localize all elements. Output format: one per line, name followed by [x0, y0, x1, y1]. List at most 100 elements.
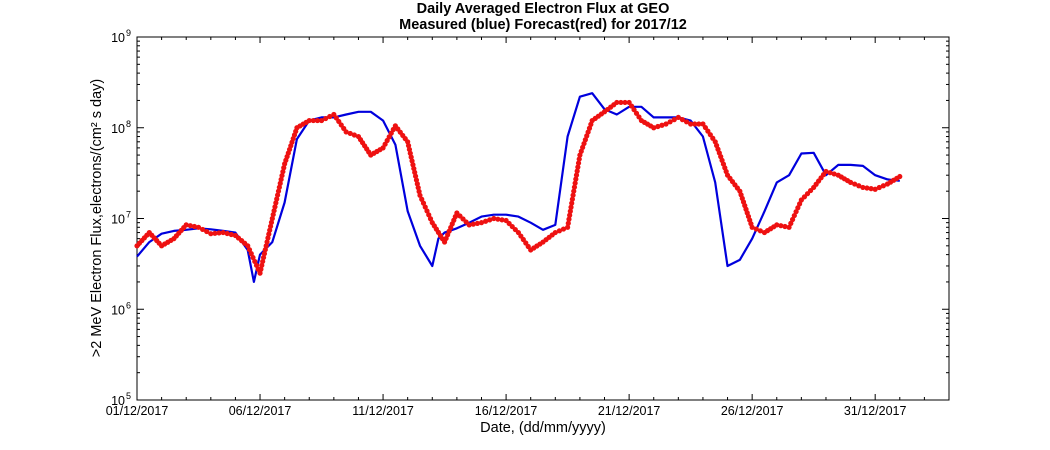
forecast-marker — [310, 117, 316, 124]
forecast-marker — [267, 223, 274, 229]
x-tick-label: 11/12/2017 — [352, 404, 414, 418]
forecast-point — [269, 215, 275, 222]
x-axis-label: Date, (dd/mm/yyyy) — [480, 420, 606, 436]
forecast-marker — [224, 230, 230, 237]
x-tick-label: 21/12/2017 — [598, 404, 661, 418]
forecast-marker — [258, 266, 264, 272]
forecast-marker — [204, 228, 210, 235]
forecast-marker — [797, 201, 803, 207]
forecast-marker — [499, 217, 505, 223]
forecast-point — [491, 215, 497, 222]
forecast-series-markers — [134, 99, 903, 276]
forecast-marker — [260, 254, 267, 261]
forecast-point — [872, 186, 878, 192]
forecast-marker — [270, 211, 276, 218]
forecast-marker — [267, 227, 273, 233]
forecast-marker — [852, 181, 858, 187]
forecast-marker — [757, 228, 763, 234]
forecast-marker — [795, 205, 801, 211]
forecast-point — [208, 231, 214, 237]
forecast-marker — [260, 258, 266, 265]
forecast-marker — [347, 130, 353, 137]
forecast-marker — [692, 121, 698, 127]
forecast-marker — [419, 196, 425, 202]
forecast-marker — [576, 156, 582, 162]
x-tick-label: 06/12/2017 — [229, 404, 292, 418]
forecast-marker — [280, 169, 286, 175]
forecast-marker — [753, 226, 759, 232]
forecast-marker — [470, 221, 476, 227]
forecast-marker — [274, 196, 280, 202]
forecast-marker — [788, 220, 794, 226]
forecast-point — [847, 179, 854, 185]
y-tick-base: 10 — [111, 213, 125, 227]
forecast-marker — [268, 219, 275, 226]
forecast-point — [417, 192, 423, 198]
forecast-marker — [574, 168, 580, 174]
forecast-point — [749, 224, 755, 230]
forecast-marker — [567, 212, 573, 218]
y-tick-exponent: 6 — [126, 300, 131, 310]
forecast-marker — [567, 208, 573, 214]
y-tick-label: 10 — [111, 394, 125, 408]
forecast-marker — [659, 122, 665, 128]
forecast-point — [774, 222, 780, 228]
forecast-marker — [212, 230, 218, 236]
y-tick-base: 10 — [111, 122, 125, 136]
forecast-marker — [831, 171, 837, 177]
forecast-marker — [569, 196, 575, 202]
forecast-marker — [248, 251, 254, 257]
forecast-marker — [876, 184, 882, 191]
forecast-marker — [277, 180, 283, 186]
forecast-point — [860, 184, 866, 191]
forecast-marker — [671, 117, 677, 123]
forecast-marker — [575, 164, 581, 170]
forecast-point — [552, 229, 558, 236]
forecast-marker — [279, 172, 285, 179]
forecast-point — [183, 222, 189, 228]
forecast-marker — [250, 254, 256, 261]
forecast-marker — [323, 115, 329, 122]
y-tick-exponent: 5 — [126, 391, 131, 401]
forecast-marker — [266, 231, 272, 237]
forecast-marker — [482, 218, 489, 224]
forecast-marker — [262, 247, 268, 253]
forecast-marker — [864, 185, 870, 191]
y-tick-base: 10 — [111, 303, 125, 317]
forecast-point — [466, 222, 472, 228]
forecast-marker — [420, 200, 427, 206]
y-tick-exponent: 9 — [126, 28, 131, 38]
forecast-marker — [263, 243, 269, 249]
forecast-marker — [191, 223, 198, 230]
forecast-marker — [276, 184, 282, 190]
forecast-marker — [275, 188, 282, 194]
forecast-marker — [856, 183, 862, 189]
forecast-marker — [187, 223, 193, 229]
forecast-marker — [228, 231, 234, 238]
forecast-marker — [351, 132, 357, 138]
forecast-marker — [573, 176, 579, 182]
x-tick-label: 31/12/2017 — [844, 404, 907, 418]
forecast-marker — [622, 99, 628, 106]
forecast-marker — [281, 165, 287, 171]
forecast-marker — [253, 262, 260, 268]
forecast-marker — [573, 172, 580, 178]
forecast-marker — [426, 212, 432, 218]
forecast-marker — [273, 200, 279, 206]
forecast-marker — [246, 247, 253, 253]
plot-area-frame — [136, 36, 950, 401]
forecast-marker — [618, 99, 624, 106]
forecast-marker — [264, 239, 270, 245]
forecast-marker — [252, 258, 258, 265]
forecast-marker — [789, 216, 796, 223]
forecast-marker — [278, 176, 284, 183]
forecast-marker — [275, 192, 281, 198]
forecast-marker — [679, 117, 686, 123]
y-tick-exponent: 7 — [126, 210, 131, 220]
forecast-marker — [565, 220, 571, 226]
forecast-marker — [655, 123, 661, 130]
forecast-point — [478, 220, 485, 226]
forecast-marker — [327, 113, 333, 120]
